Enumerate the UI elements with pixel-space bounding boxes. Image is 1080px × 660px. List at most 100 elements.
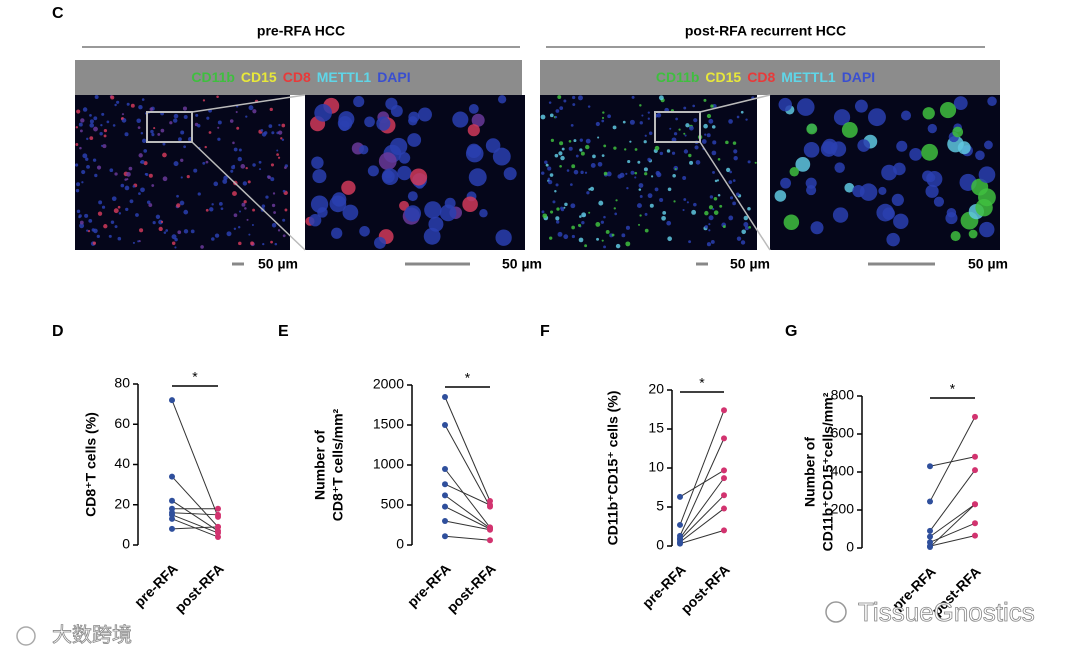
cell <box>975 150 985 161</box>
cell <box>631 95 635 99</box>
cell <box>656 112 662 118</box>
cell <box>244 207 247 210</box>
zoom-line <box>699 94 771 113</box>
cell <box>563 99 567 103</box>
cell <box>634 171 638 175</box>
y-tick-label: 0 <box>846 539 854 555</box>
cell <box>636 203 642 209</box>
pair-line <box>929 522 976 543</box>
cell <box>182 106 188 111</box>
cell <box>276 153 279 156</box>
cell <box>688 153 692 158</box>
cell <box>183 114 188 119</box>
y-tick-label: 0 <box>656 537 664 553</box>
cell <box>93 126 98 132</box>
cell <box>75 188 80 193</box>
cell <box>729 196 734 200</box>
y-tick-label: 15 <box>648 420 664 436</box>
cell <box>596 237 600 241</box>
cell <box>273 211 277 214</box>
data-point <box>677 493 683 500</box>
cell <box>312 169 327 184</box>
cell <box>120 183 125 188</box>
cell <box>549 173 554 177</box>
cell <box>106 120 110 124</box>
data-point <box>972 413 978 420</box>
cell <box>180 130 185 135</box>
cell <box>747 206 751 211</box>
cell <box>364 116 375 128</box>
cell <box>666 220 672 226</box>
y-tick-label: 5 <box>656 498 664 514</box>
cell <box>465 144 484 163</box>
cell <box>197 192 201 196</box>
cell <box>218 201 223 206</box>
cell <box>661 215 666 221</box>
cell <box>152 221 156 225</box>
cell <box>118 212 122 215</box>
cell <box>585 144 590 150</box>
cell <box>706 133 711 138</box>
cell <box>550 138 554 142</box>
cell <box>600 220 604 224</box>
cell <box>197 124 201 128</box>
panel-letter: G <box>785 323 797 340</box>
cell <box>557 95 562 100</box>
cell <box>79 223 85 229</box>
cell <box>261 132 267 137</box>
cell <box>230 169 234 173</box>
cell <box>643 140 647 144</box>
cell <box>957 141 971 155</box>
cell <box>555 216 560 221</box>
data-point <box>442 481 448 488</box>
cell <box>621 233 626 238</box>
cell <box>98 200 103 205</box>
cell <box>269 107 273 112</box>
cell <box>549 113 554 118</box>
y-axis-label: CD8⁺T cells/mm² <box>330 408 346 521</box>
cell <box>410 168 428 186</box>
cell <box>233 227 237 230</box>
cell <box>581 220 585 225</box>
cell <box>162 152 167 158</box>
scale-bar-label: 50 µm <box>730 256 770 272</box>
data-point <box>215 523 221 530</box>
cell <box>717 194 721 197</box>
cell <box>900 110 912 121</box>
cell <box>689 125 694 131</box>
cell <box>417 107 432 122</box>
cell <box>854 99 868 113</box>
y-tick-label: 600 <box>831 425 855 441</box>
cell <box>233 213 238 218</box>
cell <box>708 118 714 124</box>
cell <box>84 213 89 218</box>
data-point <box>169 397 175 404</box>
cell <box>137 240 140 243</box>
cell <box>424 201 442 219</box>
cell <box>639 214 642 217</box>
cell <box>79 129 83 133</box>
cell <box>693 202 697 207</box>
cell <box>150 129 154 134</box>
pair-line <box>171 526 219 530</box>
panel-letter: E <box>278 323 289 340</box>
cell <box>637 160 641 164</box>
cell <box>748 225 751 229</box>
cell <box>683 106 687 110</box>
y-axis-label: CD11b⁺CD15⁺ cells (%) <box>605 391 621 546</box>
cell <box>638 223 641 226</box>
cell <box>878 186 887 195</box>
cell <box>568 146 573 151</box>
cell <box>89 136 94 140</box>
cell <box>103 134 107 138</box>
cell <box>579 148 583 152</box>
cell <box>125 207 129 212</box>
zoom-line <box>191 141 306 251</box>
cell <box>710 104 714 108</box>
y-tick-label: 10 <box>648 459 664 475</box>
data-point <box>442 533 448 540</box>
pair-line <box>929 416 976 502</box>
cell <box>180 176 183 179</box>
cell <box>571 164 576 169</box>
cell <box>747 160 751 164</box>
